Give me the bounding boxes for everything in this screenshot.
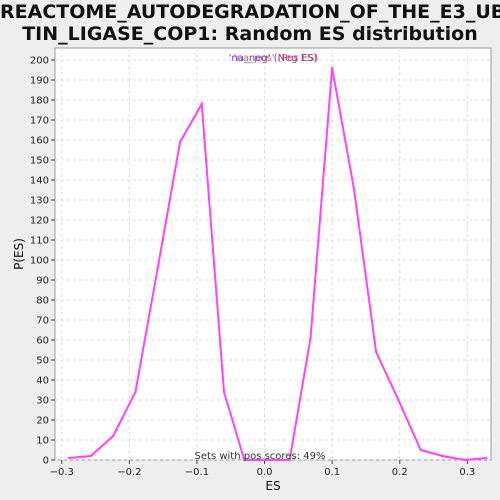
x-axis-label: ES [265,479,280,493]
y-tick-label: 150 [30,156,49,167]
x-axis: −0.3 −0.2 −0.1 0.0 0.1 0.2 0.3 [50,460,475,478]
plot-area [54,47,492,461]
y-tick-label: 180 [30,96,49,107]
y-tick-label: 0 [43,456,49,467]
chart-title: REACTOME_AUTODEGRADATION_OF_THE_E3_UBIQU… [0,1,500,45]
data-point [419,448,422,452]
data-point [111,434,115,438]
y-tick-label: 30 [36,396,49,407]
data-point [374,350,378,354]
x-tick-label: −0.3 [50,467,74,478]
y-tick-label: 70 [36,316,49,327]
y-tick-label: 160 [30,136,49,147]
data-point [156,266,159,270]
data-point [222,390,226,394]
data-point [89,454,93,458]
data-point [200,102,203,106]
x-tick-label: −0.2 [117,467,141,478]
y-axis-label: P(ES) [12,238,26,270]
pos-scores-annotation: Sets with pos scores: 49% [195,451,326,462]
y-tick-label: 200 [30,56,49,67]
data-point [330,66,334,70]
data-point [243,458,246,462]
y-tick-label: 110 [30,236,49,247]
x-tick-label: 0.2 [392,467,408,478]
x-tick-label: 0.1 [324,467,340,478]
y-tick-label: 50 [36,356,49,367]
y-tick-label: 140 [30,176,49,187]
y-tick-label: 120 [30,216,49,227]
y-tick-label: 100 [30,256,49,267]
y-tick-label: 60 [36,336,49,347]
data-point [134,390,137,394]
data-point [178,140,182,144]
y-tick-label: 20 [36,416,49,427]
chart-title-line-1: REACTOME_AUTODEGRADATION_OF_THE_E3_UBIQU… [0,1,500,23]
data-point [463,458,466,462]
y-tick-label: 40 [36,376,49,387]
data-point [67,456,71,460]
y-tick-label: 130 [30,196,49,207]
y-tick-label: 10 [36,436,49,447]
x-tick-label: −0.1 [185,467,209,478]
data-point [485,456,488,460]
data-point [309,336,312,340]
y-axis: 0 10 20 30 40 50 60 70 80 90 100 110 120 130 140 150 160… [30,56,55,467]
series-line [69,67,487,462]
grid-lines [55,48,491,461]
y-tick-label: 80 [36,296,49,307]
data-points [67,66,488,462]
x-tick-label: 0.0 [257,467,273,478]
x-tick-label: 0.3 [459,467,475,478]
legend-neg-entry: 'na_neg' (Neg ES) [229,53,318,64]
data-point [441,454,444,458]
chart-title-line-2: TIN_LIGASE_COP1: Random ES distribution [22,23,478,45]
data-point [288,458,291,462]
data-point [263,458,266,462]
data-point [352,186,355,190]
data-point [397,398,400,402]
y-tick-label: 170 [30,116,49,127]
legend-pos-entry: 'na_pos' (Pos ES) [234,53,319,64]
y-tick-label: 190 [30,76,49,87]
y-tick-label: 90 [36,276,49,287]
